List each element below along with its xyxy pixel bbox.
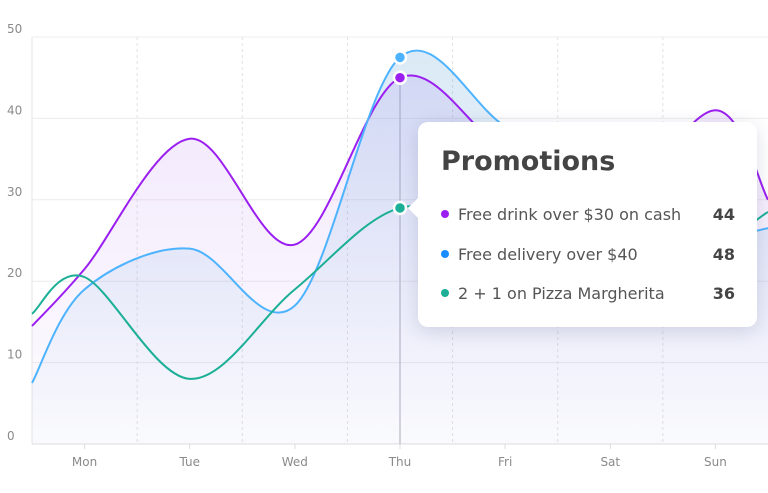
y-tick-label: 50 (7, 22, 22, 36)
axes: 0 10 20 30 40 50 Mon Tue Wed Thu Fri Sat Sun (7, 22, 727, 469)
x-tick-label: Wed (282, 455, 308, 469)
series-dot-icon (441, 210, 449, 218)
marks (392, 50, 408, 216)
x-tick-label: Tue (178, 455, 200, 469)
tooltip-label: Free drink over $30 on cash (458, 204, 682, 224)
tooltip-value: 36 (712, 283, 735, 303)
data-point-marker (392, 70, 408, 85)
y-tick-label: 0 (7, 429, 15, 443)
tooltip-label: 2 + 1 on Pizza Margherita (458, 283, 665, 303)
tooltip-row: 2 + 1 on Pizza Margherita 36 (441, 281, 735, 305)
y-tick-label: 30 (7, 185, 22, 199)
tooltip-row: Free drink over $30 on cash 44 (441, 202, 735, 226)
tooltip-value: 48 (712, 244, 735, 264)
x-tick-label: Mon (72, 455, 97, 469)
tooltip-label: Free delivery over $40 (458, 244, 638, 264)
series-dot-icon (441, 289, 449, 297)
tooltip-row: Free delivery over $40 48 (441, 242, 735, 266)
y-tick-label: 10 (7, 348, 22, 362)
y-tick-label: 20 (7, 266, 22, 280)
series-area (32, 50, 768, 444)
data-point-marker (392, 200, 408, 216)
y-tick-label: 40 (7, 103, 22, 117)
x-tick-label: Fri (498, 455, 512, 469)
tooltip-title: Promotions (441, 146, 616, 177)
series-dot-icon (441, 250, 449, 258)
x-tick-label: Sat (600, 455, 620, 469)
x-tick-label: Sun (704, 455, 727, 469)
x-tick-label: Thu (388, 455, 412, 469)
tooltip: Promotions Free drink over $30 on cash 4… (408, 122, 757, 327)
tooltip-value: 44 (712, 204, 735, 224)
data-point-marker (392, 50, 408, 65)
areas (32, 50, 768, 444)
